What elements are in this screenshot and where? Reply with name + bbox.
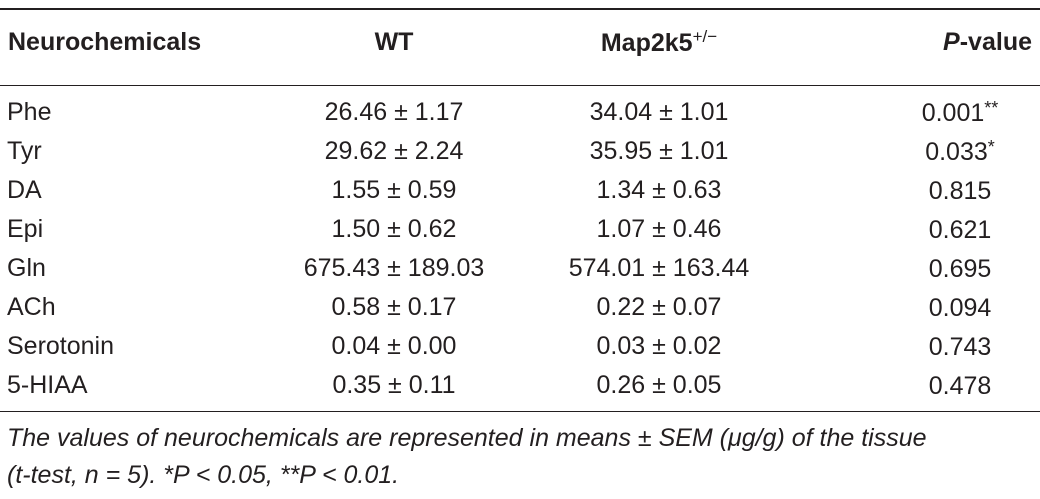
significance-stars: ** <box>984 97 999 118</box>
cell-map2k5-value: 0.22 ± 0.07 <box>596 293 722 321</box>
header-map2k5: Map2k5+/− <box>498 10 820 74</box>
p-value-number: 0.033 <box>925 137 988 166</box>
cell-wt-value: 675.43 ± 189.03 <box>303 254 485 282</box>
footnote-line-2: (t-test, n = 5). *P < 0.05, **P < 0.01. <box>7 461 400 489</box>
table-row: 5-HIAA 0.35 ± 0.11 0.26 ± 0.05 0.478 <box>0 366 1040 405</box>
table-row: Gln 675.43 ± 189.03 574.01 ± 163.44 0.695 <box>0 249 1040 288</box>
cell-map2k5-value: 1.34 ± 0.63 <box>596 176 722 204</box>
p-value-number: 0.743 <box>928 332 992 361</box>
cell-p-value: 0.001** <box>820 74 1040 132</box>
cell-wt-value: 1.55 ± 0.59 <box>331 176 457 204</box>
cell-map2k5-value: 0.03 ± 0.02 <box>596 332 722 360</box>
header-p-letter: P <box>943 27 960 56</box>
cell-neurochemical: 5-HIAA <box>7 371 88 399</box>
header-p-value: P-value <box>820 10 1040 74</box>
table-row: DA 1.55 ± 0.59 1.34 ± 0.63 0.815 <box>0 171 1040 210</box>
cell-p-value: 0.621 <box>820 210 1040 249</box>
header-map2k5-genotype: +/− <box>692 26 718 46</box>
cell-neurochemical: Gln <box>7 254 46 282</box>
p-value-number: 0.695 <box>928 254 992 283</box>
table-bottom-rule <box>0 411 1040 412</box>
table-body: Phe 26.46 ± 1.17 34.04 ± 1.01 0.001** Tyr 29.… <box>0 74 1040 405</box>
cell-neurochemical: Epi <box>7 215 44 243</box>
cell-wt-value: 29.62 ± 2.24 <box>324 137 464 165</box>
cell-p-value: 0.094 <box>820 288 1040 327</box>
header-wt: WT <box>374 27 414 56</box>
table-top-rule <box>0 8 1040 10</box>
p-value-number: 0.094 <box>928 293 992 322</box>
header-map2k5-base: Map2k5 <box>600 28 693 57</box>
cell-p-value: 0.743 <box>820 327 1040 366</box>
cell-map2k5-value: 34.04 ± 1.01 <box>589 98 729 126</box>
header-row: Neurochemicals WT Map2k5+/− P-value <box>0 10 1040 74</box>
cell-p-value: 0.033* <box>820 132 1040 171</box>
p-value-number: 0.001 <box>921 98 985 127</box>
cell-neurochemical: Serotonin <box>7 332 115 360</box>
cell-wt-value: 0.04 ± 0.00 <box>331 332 457 360</box>
header-p-suffix: -value <box>959 27 1032 56</box>
cell-wt-value: 0.58 ± 0.17 <box>331 293 457 321</box>
table-header-rule <box>0 85 1040 86</box>
cell-neurochemical: ACh <box>7 293 56 321</box>
neurochemicals-table: Neurochemicals WT Map2k5+/− P-value Phe 2… <box>0 10 1040 405</box>
table-row: Phe 26.46 ± 1.17 34.04 ± 1.01 0.001** <box>0 74 1040 132</box>
cell-wt-value: 26.46 ± 1.17 <box>324 98 464 126</box>
p-value-number: 0.815 <box>928 176 992 205</box>
cell-map2k5-value: 1.07 ± 0.46 <box>596 215 722 243</box>
cell-p-value: 0.815 <box>820 171 1040 210</box>
significance-stars: * <box>987 136 995 157</box>
header-neurochemicals: Neurochemicals <box>8 27 202 56</box>
cell-map2k5-value: 574.01 ± 163.44 <box>568 254 750 282</box>
cell-map2k5-value: 35.95 ± 1.01 <box>589 137 729 165</box>
cell-map2k5-value: 0.26 ± 0.05 <box>596 371 722 399</box>
table-footnote: The values of neurochemicals are represe… <box>7 420 1035 494</box>
cell-neurochemical: Phe <box>7 98 52 126</box>
cell-p-value: 0.695 <box>820 249 1040 288</box>
cell-neurochemical: DA <box>7 176 42 204</box>
cell-p-value: 0.478 <box>820 366 1040 405</box>
p-value-number: 0.621 <box>928 215 992 244</box>
table-row: ACh 0.58 ± 0.17 0.22 ± 0.07 0.094 <box>0 288 1040 327</box>
table-row: Tyr 29.62 ± 2.24 35.95 ± 1.01 0.033* <box>0 132 1040 171</box>
cell-neurochemical: Tyr <box>7 137 42 165</box>
p-value-number: 0.478 <box>928 371 992 400</box>
table-row: Epi 1.50 ± 0.62 1.07 ± 0.46 0.621 <box>0 210 1040 249</box>
footnote-line-1: The values of neurochemicals are represe… <box>7 424 927 452</box>
table-row: Serotonin 0.04 ± 0.00 0.03 ± 0.02 0.743 <box>0 327 1040 366</box>
cell-wt-value: 1.50 ± 0.62 <box>331 215 457 243</box>
cell-wt-value: 0.35 ± 0.11 <box>332 371 456 399</box>
